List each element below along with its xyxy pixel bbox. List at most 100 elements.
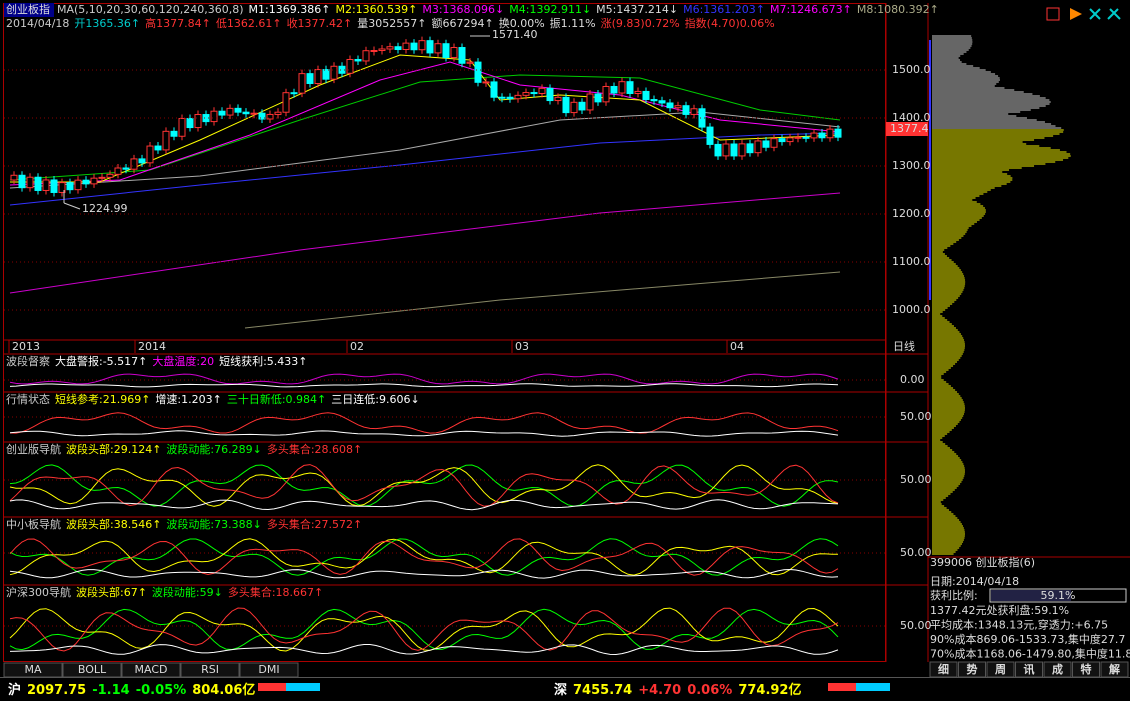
panel-header-item: 波段动能:73.388↓ <box>166 517 261 531</box>
indicator-line <box>9 373 839 385</box>
index-name-box <box>4 3 54 17</box>
panel-header-item: 波段督察 <box>6 354 50 368</box>
side-tab[interactable] <box>1015 661 1043 678</box>
side-tab[interactable] <box>958 661 986 678</box>
tab[interactable] <box>3 662 63 678</box>
candle-body <box>130 158 138 170</box>
indicator-line <box>9 538 839 576</box>
quote-row-item: 换0.00% <box>499 16 545 30</box>
side-tab[interactable] <box>1100 661 1129 678</box>
indicator-line <box>9 644 839 656</box>
index-name: 创业板指 <box>6 2 50 16</box>
price-label: 1300.0 <box>892 159 931 172</box>
ma-row-item: M6:1361.203↑ <box>683 3 765 16</box>
price-lines <box>9 35 1071 555</box>
ma-line <box>9 132 841 206</box>
panel-header-item: 短线参考:21.969↑ <box>55 392 150 406</box>
indicator-line <box>9 568 839 579</box>
price-label: 1100.0 <box>892 255 931 268</box>
panel-axis-label: 50.00 <box>900 619 932 632</box>
status-item: +4.70 <box>638 683 681 698</box>
candle-body <box>570 101 578 114</box>
side-tab-label: 周 <box>995 663 1006 676</box>
candle-body <box>178 118 186 137</box>
indicator-line <box>9 464 839 507</box>
ma-row-item: MA(5,10,20,30,60,120,240,360,8) <box>57 3 244 16</box>
candle-body <box>546 87 554 102</box>
candle-body <box>18 174 26 189</box>
tab-label: MA <box>24 663 41 676</box>
candle-body <box>42 179 50 191</box>
icon[interactable] <box>1107 8 1121 20</box>
candle-body <box>666 102 674 109</box>
panel-header-item: 多头集合:18.667↑ <box>228 585 323 599</box>
quote-row: 2014/04/18 开1365.36↑ 高1377.84↑ 低1362.61↑ 收13… <box>6 16 775 30</box>
status-item: -1.14 <box>92 683 129 698</box>
candle-body <box>562 96 570 114</box>
breadth-bar <box>286 683 320 691</box>
status-item: 0.06% <box>687 683 732 698</box>
ratio-box <box>989 588 1127 603</box>
quote-row-item: 涨(9.83)0.72% <box>601 17 680 30</box>
quote-row-item: 开1365.36↑ <box>74 17 140 30</box>
tab-label: MACD <box>135 663 168 676</box>
side-tab[interactable] <box>986 661 1015 678</box>
ma-row-item: M7:1246.673↑ <box>770 3 852 16</box>
indicator-line <box>9 538 839 576</box>
candle-body <box>346 58 354 74</box>
candle-body <box>642 90 650 101</box>
ma-row-item: M1:1369.386↑ <box>249 3 331 16</box>
ma-row-item: M2:1360.539↑ <box>335 3 417 16</box>
ma-row-item: M3:1368.096↓ <box>422 3 504 16</box>
indicator-line <box>9 607 839 652</box>
tab[interactable] <box>121 662 181 678</box>
panel-header-item: 短线获利:5.433↑ <box>219 354 307 368</box>
tab[interactable] <box>239 662 299 678</box>
panel-header-item: 大盘温度:20 <box>152 354 214 368</box>
candle-body <box>242 111 250 115</box>
panel-header-item: 创业版导航 <box>6 442 61 456</box>
status-item: 2097.75 <box>27 683 86 698</box>
candle-body <box>818 132 826 139</box>
icon[interactable] <box>1046 7 1060 21</box>
side-tab[interactable] <box>1072 661 1100 678</box>
candle-body <box>762 140 770 148</box>
panel-header-item: 波段头部:67↑ <box>76 585 147 599</box>
candle-body <box>386 46 394 50</box>
candle-body <box>162 130 170 151</box>
candle-body <box>82 179 90 185</box>
period-label: 日线 <box>893 339 915 353</box>
side-tab[interactable] <box>929 661 958 678</box>
icon[interactable] <box>1070 8 1082 20</box>
panel-header-item: 行情状态 <box>6 392 50 406</box>
quote-row-item: 收1377.42↑ <box>287 16 353 30</box>
candle-body <box>98 176 106 179</box>
candle-body <box>826 128 834 139</box>
candle-body <box>778 138 786 143</box>
candle-body <box>210 110 218 123</box>
candle-body <box>442 43 450 58</box>
side-tab[interactable] <box>1043 661 1072 678</box>
candle-body <box>34 176 42 191</box>
tab[interactable] <box>180 662 240 678</box>
side-line: 70%成本1168.06-1479.80,集中度11.8 <box>930 647 1130 661</box>
breadth-bar <box>258 683 286 691</box>
candle-body <box>706 126 714 145</box>
candle-body <box>490 81 498 98</box>
candle-body <box>74 179 82 191</box>
indicator-line <box>9 538 839 576</box>
toolbar-icons <box>1046 7 1121 21</box>
candle-body <box>482 81 490 84</box>
annotation: 1224.99 <box>82 202 128 215</box>
side-tab-label: 解 <box>1109 662 1120 676</box>
tab[interactable] <box>62 662 122 678</box>
date-label: 02 <box>350 340 364 353</box>
panel-axis-label: 50.00 <box>900 410 932 423</box>
candle-body <box>314 69 322 84</box>
candle-body <box>90 177 98 185</box>
candle-body <box>154 145 162 151</box>
ma-row-item: M4:1392.911↓ <box>509 3 591 16</box>
icon[interactable] <box>1089 8 1101 20</box>
candle-body <box>258 112 266 120</box>
candle-body <box>474 61 482 83</box>
